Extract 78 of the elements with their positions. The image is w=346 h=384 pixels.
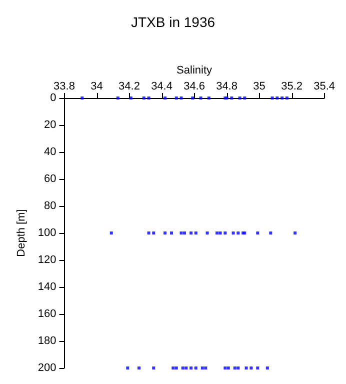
x-tick-label: 34.4 (151, 80, 172, 92)
x-axis-title: Salinity (176, 64, 212, 76)
y-tick-label: 100 (38, 227, 56, 239)
x-tick-label: 34 (90, 80, 103, 92)
point (138, 366, 141, 370)
point (243, 96, 246, 100)
x-tick-label: 35 (253, 80, 266, 92)
point (180, 232, 183, 234)
point (110, 232, 113, 234)
y-tick-label: 60 (44, 173, 56, 185)
point (206, 232, 209, 234)
point (164, 232, 167, 234)
y-tick-label: 180 (38, 335, 56, 347)
point (183, 232, 186, 234)
point (147, 96, 150, 100)
point (80, 96, 84, 100)
point (256, 232, 260, 234)
y-tick-label: 20 (44, 119, 56, 131)
point (184, 366, 188, 370)
point (294, 232, 297, 234)
y-tick-label: 80 (44, 200, 56, 212)
point (199, 96, 202, 100)
point (232, 232, 235, 234)
x-tick-label: 34.2 (118, 80, 140, 92)
x-tick-label: 33.8 (54, 80, 75, 92)
x-tick-label: 35.2 (281, 80, 302, 92)
chart-title: JTXB in 1936 (130, 14, 216, 30)
point (236, 232, 240, 234)
point (194, 366, 198, 370)
y-tick-label: 160 (38, 308, 56, 320)
point (147, 232, 150, 234)
point (218, 232, 222, 234)
point (244, 366, 248, 370)
point (152, 232, 156, 234)
point (191, 96, 194, 100)
y-tick-label: 40 (44, 146, 56, 158)
point (180, 96, 183, 100)
point (190, 232, 193, 234)
y-tick-label: 120 (38, 254, 56, 266)
point (285, 96, 288, 100)
point (250, 366, 253, 370)
point (126, 366, 130, 370)
point (174, 96, 178, 100)
point (190, 366, 193, 370)
point (181, 366, 184, 370)
point (170, 232, 174, 234)
point (236, 366, 240, 370)
point (207, 96, 210, 100)
x-tick-label: 34.6 (184, 80, 205, 92)
point (172, 366, 175, 370)
y-tick-label: 140 (38, 281, 56, 293)
point (204, 366, 208, 370)
point (152, 366, 156, 370)
point (216, 232, 219, 234)
point (230, 96, 234, 100)
point (226, 366, 230, 370)
point (174, 366, 178, 370)
x-tick-label: 34.8 (216, 80, 238, 92)
y-axis-title: Depth [m] (16, 209, 28, 257)
point (280, 96, 284, 100)
point (116, 96, 120, 100)
point (270, 96, 274, 100)
point (256, 366, 260, 370)
point (194, 232, 198, 234)
y-tick-label: 200 (38, 362, 56, 374)
point (224, 366, 227, 370)
point (164, 96, 167, 100)
point (224, 232, 227, 234)
point (200, 366, 204, 370)
y-tick-label: 0 (50, 92, 56, 104)
point (233, 366, 236, 370)
point (238, 96, 242, 100)
point (266, 366, 269, 370)
point (269, 232, 272, 234)
point (276, 96, 279, 100)
point (129, 96, 132, 100)
point (142, 96, 146, 100)
x-tick-label: 35.4 (314, 80, 336, 92)
